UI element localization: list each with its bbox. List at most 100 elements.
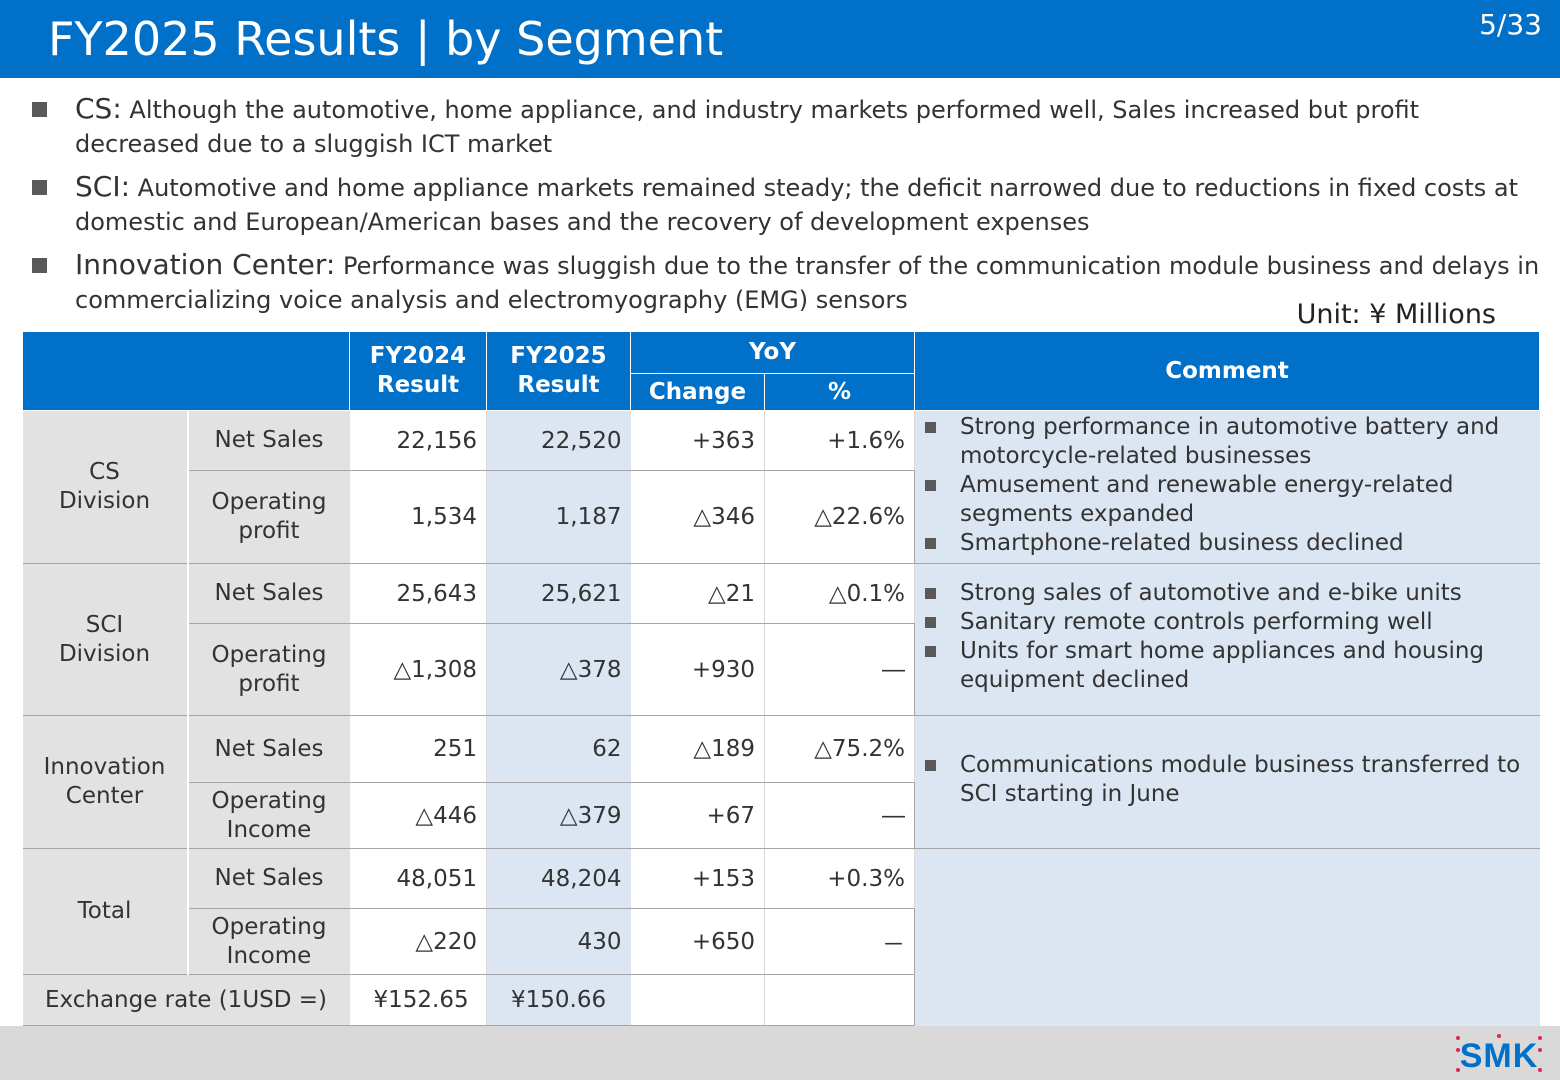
comment-cell: Strong performance in automotive battery… [914, 410, 1540, 564]
square-bullet-icon [32, 180, 47, 195]
header-yoy: YoY [630, 331, 915, 374]
square-bullet-icon [925, 646, 936, 657]
comment-cell [914, 848, 1540, 1026]
comment-cell: Strong sales of automotive and e-bike un… [914, 563, 1540, 716]
table-row: Innovation Center Net Sales 251 62 △189 △… [22, 715, 1540, 849]
summary-bullets: CS: Although the automotive, home applia… [30, 92, 1540, 326]
comment-item: Sanitary remote controls performing well [915, 608, 1540, 637]
table-row: Operating profit 1,534 1,187 △346 △22.6% [23, 470, 1540, 564]
square-bullet-icon [925, 760, 936, 771]
fy2024-value: △446 [349, 782, 487, 849]
percent-value: △22.6% [764, 470, 915, 564]
bullet-heading: SCI: [75, 170, 131, 203]
fy2024-value: 48,051 [349, 848, 487, 909]
bullet-text: Although the automotive, home appliance,… [75, 96, 1420, 158]
comment-item: Strong sales of automotive and e-bike un… [915, 579, 1540, 608]
square-bullet-icon [32, 102, 47, 117]
percent-value: ― [764, 782, 915, 849]
comment-item: Smartphone-related business declined [915, 529, 1540, 558]
slide-header: FY2025 Results | by Segment 5/33 [0, 0, 1560, 78]
table-row: Total Net Sales 48,051 48,204 +153 +0.3% [22, 848, 1540, 1026]
bullet-cs: CS: Although the automotive, home applia… [30, 92, 1540, 161]
fy2025-value: 22,520 [486, 410, 631, 471]
square-bullet-icon [925, 617, 936, 628]
header-blank-cell [22, 331, 350, 411]
fy2025-value: 1,187 [486, 470, 631, 564]
header-percent: % [764, 373, 915, 411]
bullet-text: Automotive and home appliance markets re… [75, 174, 1518, 236]
bullet-heading: CS: [75, 92, 122, 125]
fy2024-value: 251 [349, 715, 487, 783]
row-label: Net Sales [187, 410, 350, 471]
change-value: △346 [630, 470, 765, 564]
page-number: 5/33 [1479, 8, 1542, 41]
group-label: Innovation Center [22, 715, 189, 849]
fy2025-value: △379 [486, 782, 631, 849]
comment-item: Communications module business transferr… [915, 751, 1540, 809]
row-label: Net Sales [187, 715, 350, 783]
fy2024-value: △220 [349, 908, 487, 975]
table-row: Operating Income △220 430 +650 － [23, 908, 1540, 975]
exchange-rate-label: Exchange rate (1USD =) [22, 974, 350, 1026]
row-label: Net Sales [187, 848, 350, 909]
exchange-rate-row: Exchange rate (1USD =) ¥152.65 ¥150.66 [22, 974, 1540, 1026]
bullet-sci: SCI: Automotive and home appliance marke… [30, 170, 1540, 239]
fy2025-value: △378 [486, 623, 631, 716]
row-label: Operating profit [187, 470, 350, 564]
table-row: SCI Division Net Sales 25,643 25,621 △21 … [22, 563, 1540, 716]
comment-item: Amusement and renewable energy-related s… [915, 471, 1540, 529]
fy2024-value: 1,534 [349, 470, 487, 564]
square-bullet-icon [925, 422, 936, 433]
square-bullet-icon [925, 538, 936, 549]
fy2025-value: 430 [486, 908, 631, 975]
header-comment: Comment [914, 331, 1540, 411]
square-bullet-icon [925, 480, 936, 491]
row-label: Operating Income [187, 908, 350, 975]
percent-value: ― [764, 623, 915, 716]
svg-text:SMK: SMK [1460, 1037, 1539, 1074]
segment-results-table: FY2024 Result FY2025 Result YoY Comment Ch… [22, 331, 1540, 1026]
fy2024-exchange-rate: ¥152.65 [349, 974, 487, 1026]
square-bullet-icon [32, 258, 47, 273]
fy2025-value: 48,204 [486, 848, 631, 909]
change-value: +67 [630, 782, 765, 849]
change-value: +650 [630, 908, 765, 975]
header-change: Change [630, 373, 765, 411]
change-value: △189 [630, 715, 765, 783]
bullet-text: Performance was sluggish due to the tran… [75, 252, 1540, 314]
group-label: CS Division [22, 410, 189, 564]
unit-label: Unit: ¥ Millions [1296, 299, 1496, 330]
bullet-innovation-center: Innovation Center: Performance was slugg… [30, 248, 1540, 317]
comment-item: Strong performance in automotive battery… [915, 413, 1540, 471]
percent-value: +0.3% [764, 848, 915, 909]
change-value: +363 [630, 410, 765, 471]
smk-logo: SMK [1456, 1034, 1542, 1074]
row-label: Net Sales [187, 563, 350, 624]
percent-value: △0.1% [764, 563, 915, 624]
fy2025-value: 62 [486, 715, 631, 783]
bullet-heading: Innovation Center: [75, 248, 336, 281]
comment-cell: Communications module business transferr… [914, 715, 1540, 849]
group-label: Total [22, 848, 189, 975]
empty-cell [764, 974, 915, 1026]
row-label: Operating Income [187, 782, 350, 849]
fy2025-exchange-rate: ¥150.66 [486, 974, 631, 1026]
percent-value: △75.2% [764, 715, 915, 783]
table-row: Operating profit △1,308 △378 +930 ― [23, 623, 1540, 716]
header-fy2024: FY2024 Result [349, 331, 487, 411]
slide-title: FY2025 Results | by Segment [48, 12, 724, 66]
fy2024-value: △1,308 [349, 623, 487, 716]
table-row: CS Division Net Sales 22,156 22,520 +363 … [22, 410, 1540, 564]
square-bullet-icon [925, 588, 936, 599]
percent-value: +1.6% [764, 410, 915, 471]
change-value: +930 [630, 623, 765, 716]
change-value: △21 [630, 563, 765, 624]
change-value: +153 [630, 848, 765, 909]
table-row: Operating Income △446 △379 +67 ― [23, 782, 1540, 849]
empty-cell [630, 974, 765, 1026]
fy2024-value: 22,156 [349, 410, 487, 471]
row-label: Operating profit [187, 623, 350, 716]
slide-footer [0, 1026, 1560, 1080]
comment-item: Units for smart home appliances and hous… [915, 637, 1540, 695]
fy2025-value: 25,621 [486, 563, 631, 624]
